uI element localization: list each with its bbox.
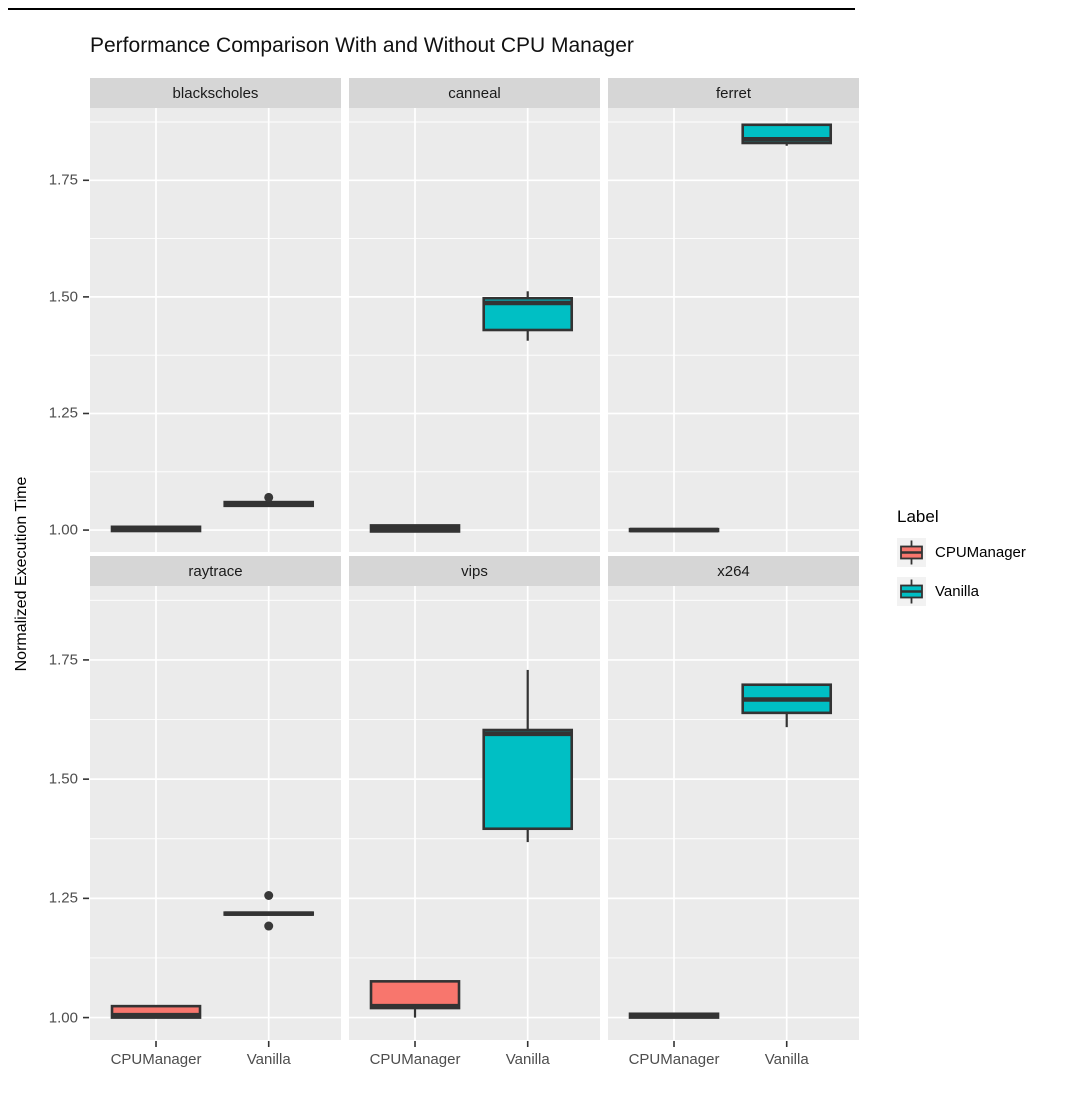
box-x264-cpumanager: [628, 1012, 720, 1019]
y-tick-label: 1.25: [48, 889, 78, 907]
x-tick-label: Vanilla: [505, 1051, 550, 1068]
y-tick-label: 1.75: [48, 651, 78, 669]
legend-entry-vanilla: Vanilla: [897, 577, 1026, 606]
y-tick-label: 1.00: [48, 521, 78, 539]
facet-strip-label: ferret: [715, 84, 751, 102]
box-vips-cpumanager: [369, 980, 461, 1018]
y-tick-label: 1.25: [48, 404, 78, 422]
facet-strip-canneal: canneal: [349, 78, 600, 108]
y-tick-label: 1.75: [48, 171, 78, 189]
legend-label: CPUManager: [935, 544, 1026, 561]
outlier-point: [264, 921, 274, 931]
facet-panel-blackscholes: [90, 108, 341, 552]
facet-strip-label: raytrace: [188, 562, 243, 580]
x-tick-label: Vanilla: [764, 1051, 809, 1068]
facet-panel-ferret: [608, 108, 859, 552]
facet-strip-x264: x264: [608, 556, 859, 586]
facet-strip-vips: vips: [349, 556, 600, 586]
facet-strip-ferret: ferret: [608, 78, 859, 108]
facet-panel-vips: [349, 586, 600, 1040]
box-vips-vanilla: [482, 669, 574, 843]
y-axis-title: Normalized Execution Time: [13, 476, 30, 672]
facet-strip-label: blackscholes: [172, 84, 259, 102]
facet-strip-blackscholes: blackscholes: [90, 78, 341, 108]
box-ferret-vanilla: [741, 123, 833, 146]
legend-key-boxplot-icon: [897, 577, 926, 606]
facet-panel-x264: [608, 586, 859, 1040]
box-canneal-cpumanager: [369, 524, 461, 533]
facet-panel-raytrace: [90, 586, 341, 1040]
box-ferret-cpumanager: [628, 527, 720, 533]
legend-label: Vanilla: [935, 583, 979, 600]
facet-strip-label: vips: [461, 562, 488, 580]
box-blackscholes-cpumanager: [110, 525, 202, 533]
top-border-line: [8, 8, 855, 10]
box-x264-vanilla: [741, 683, 833, 728]
y-tick-label: 1.50: [48, 288, 78, 306]
legend-entry-cpumanager: CPUManager: [897, 538, 1026, 567]
facet-strip-label: canneal: [448, 84, 501, 102]
facet-strip-raytrace: raytrace: [90, 556, 341, 586]
legend-key-boxplot-icon: [897, 538, 926, 567]
box-raytrace-vanilla: [223, 891, 315, 931]
y-tick-label: 1.50: [48, 770, 78, 788]
x-tick-label: CPUManager: [369, 1051, 461, 1068]
facet-panel-canneal: [349, 108, 600, 552]
y-tick-label: 1.00: [48, 1009, 78, 1027]
legend-title: Label: [897, 507, 939, 526]
facet-strip-label: x264: [717, 562, 750, 580]
box-canneal-vanilla: [482, 291, 574, 341]
outlier-point: [264, 891, 274, 901]
outlier-point: [264, 492, 274, 502]
legend: Label CPUManager Vanilla: [897, 507, 1026, 616]
x-tick-label: CPUManager: [110, 1051, 202, 1068]
chart-title: Performance Comparison With and Without …: [90, 34, 634, 57]
box-blackscholes-vanilla: [223, 492, 315, 508]
box-raytrace-cpumanager: [110, 1004, 202, 1019]
x-tick-label: CPUManager: [628, 1051, 720, 1068]
legend-entries: CPUManager Vanilla: [897, 538, 1026, 606]
x-tick-label: Vanilla: [246, 1051, 291, 1068]
